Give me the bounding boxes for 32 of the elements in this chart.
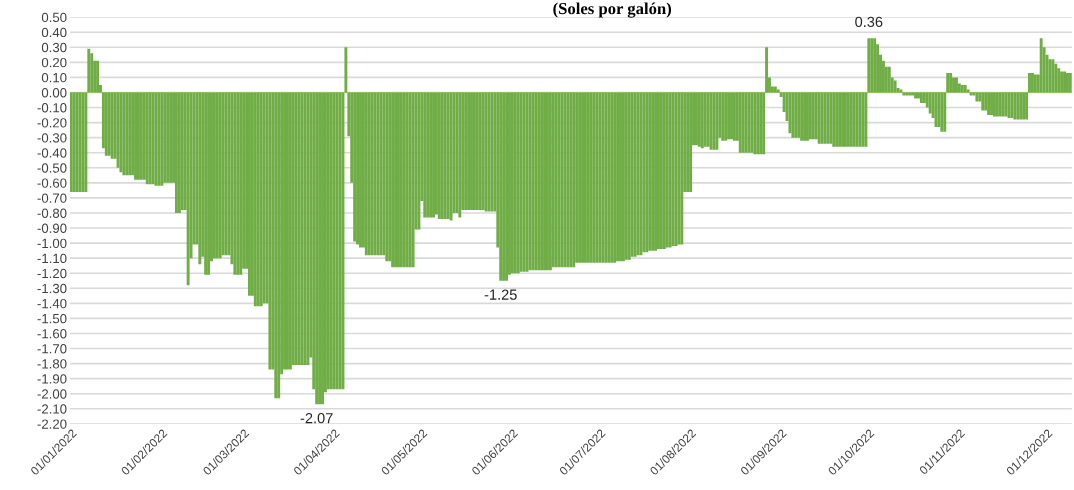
y-tick-label: -1.90 [37,374,67,384]
y-tick-label: -1.10 [37,253,67,264]
y-tick-label: -1.60 [37,329,67,339]
y-tick-label: -0.60 [37,178,67,188]
y-tick-label: -0.40 [37,148,67,158]
y-tick-label: 0.10 [41,72,67,83]
y-tick-label: 0.50 [41,12,67,23]
y-tick-label: 0.00 [41,88,67,98]
y-tick-label: -1.80 [37,359,67,369]
y-tick-label: -1.00 [37,238,67,249]
y-tick-label: -0.30 [37,133,67,143]
y-tick-label: -2.20 [37,419,67,429]
y-tick-label: -1.50 [37,313,67,324]
y-tick-label: -1.20 [37,268,67,279]
y-tick-label: -0.80 [37,208,67,218]
y-tick-label: -1.40 [37,298,67,309]
chart-title: (Soles por galón) [553,2,672,18]
y-tick-label: -0.90 [37,223,67,233]
y-tick-label: -0.10 [37,103,67,113]
y-tick-label: 0.40 [41,27,67,38]
y-tick-label: -2.00 [37,389,67,399]
annotation: -2.07 [300,412,333,424]
y-tick-label: -0.70 [37,193,67,203]
y-tick-label: -1.30 [37,283,67,294]
y-tick-label: -2.10 [37,404,67,414]
y-tick-label: 0.30 [41,42,67,53]
y-tick-label: -0.20 [37,118,67,128]
y-tick-label: -0.50 [37,163,67,173]
annotation: 0.36 [855,16,883,28]
annotation: -1.25 [484,289,517,300]
y-tick-label: 0.20 [41,57,67,68]
y-tick-label: -1.70 [37,344,67,354]
